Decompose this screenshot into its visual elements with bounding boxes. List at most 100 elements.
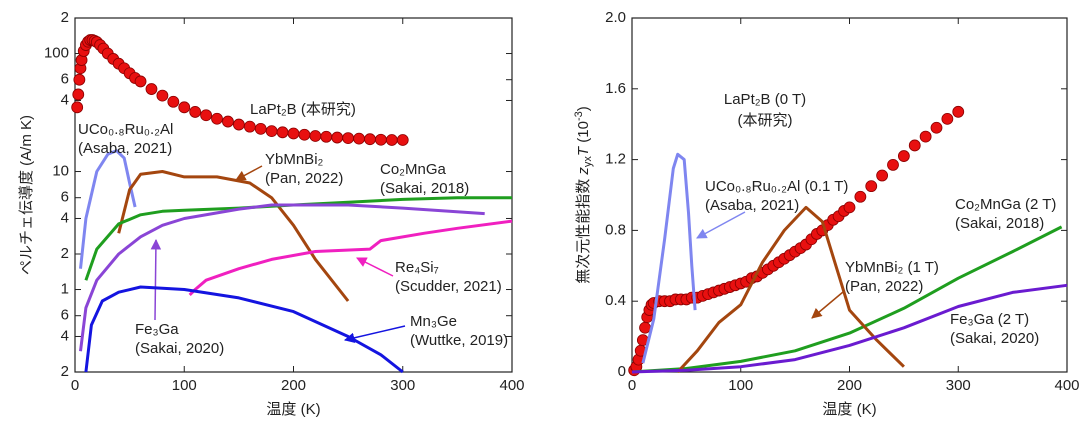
x-axis-label: 温度 (K) bbox=[266, 401, 320, 418]
data-point bbox=[930, 121, 943, 134]
data-point bbox=[908, 139, 921, 152]
data-point bbox=[309, 130, 322, 142]
data-point bbox=[843, 201, 856, 214]
data-point bbox=[854, 190, 867, 203]
data-point bbox=[331, 131, 344, 144]
y-tick-label: 4 bbox=[61, 209, 69, 226]
y-tick-label: 0 bbox=[618, 363, 626, 380]
y-tick-label: 4 bbox=[61, 327, 69, 344]
series-line bbox=[188, 219, 513, 296]
data-point bbox=[232, 118, 245, 131]
x-tick-label: 0 bbox=[628, 377, 636, 394]
data-point bbox=[320, 130, 333, 143]
series-source: (Sakai, 2018) bbox=[955, 215, 1044, 232]
x-tick-label: 100 bbox=[172, 377, 197, 394]
y-axis-label-part: (10 bbox=[575, 121, 592, 147]
series-label: Re₄Si₇ bbox=[395, 259, 439, 276]
series-line bbox=[84, 196, 512, 281]
annotation-arrow bbox=[696, 211, 746, 239]
series-label: YbMnBi₂ bbox=[265, 151, 324, 168]
x-tick-label: 400 bbox=[499, 377, 524, 394]
y-tick-label: 10 bbox=[52, 162, 69, 179]
y-axis-label: ペルチェ伝導度 (A/m K) bbox=[18, 115, 35, 275]
plot: 0 100 200 300 400 2 4 6 1 2 4 6 10 4 6 100 2 温度 (K) ペルチェ伝導… bbox=[18, 9, 525, 418]
series-label: UCo₀.₈Ru₀.₂Al (0.1 T) bbox=[705, 178, 848, 195]
y-tick-label: 100 bbox=[44, 44, 69, 61]
series-label: UCo₀.₈Ru₀.₂Al bbox=[78, 121, 173, 138]
annotation-arrow bbox=[235, 165, 263, 181]
series-line bbox=[79, 149, 137, 269]
y-tick-label: 1.6 bbox=[605, 80, 626, 97]
data-point bbox=[887, 159, 899, 171]
data-point bbox=[919, 130, 932, 143]
series-source: (Scudder, 2021) bbox=[395, 278, 502, 295]
data-point bbox=[72, 88, 85, 101]
data-point bbox=[200, 109, 213, 122]
y-axis-label: 無次元性能指数 zyxT (10-3) bbox=[573, 106, 594, 283]
y-axis-label-part: ) bbox=[575, 106, 592, 111]
series-line bbox=[117, 170, 350, 302]
series-source: (Asaba, 2021) bbox=[78, 140, 172, 157]
series-source: (Sakai, 2020) bbox=[950, 330, 1039, 347]
plot-frame bbox=[631, 17, 1068, 373]
x-tick-label: 300 bbox=[946, 377, 971, 394]
data-point bbox=[876, 169, 889, 182]
series-line bbox=[84, 285, 404, 374]
data-point bbox=[298, 128, 311, 141]
plot: 0 100 200 300 400 0 0.4 0.8 1.2 1.6 2.0 温度 (K) 無次元性能… bbox=[573, 9, 1080, 418]
y-axis-label-part: T bbox=[575, 145, 592, 156]
y-axis-label-part: yx bbox=[582, 156, 594, 168]
data-point bbox=[342, 132, 355, 144]
series-label: LaPt₂B (本研究) bbox=[250, 101, 356, 118]
series-label: LaPt₂B (0 T) bbox=[724, 91, 806, 108]
data-point bbox=[364, 133, 376, 146]
series-label: Mn₃Ge bbox=[410, 313, 457, 330]
y-tick-label: 1.2 bbox=[605, 151, 626, 168]
series-label: YbMnBi₂ (1 T) bbox=[845, 259, 939, 276]
series-line bbox=[641, 152, 697, 364]
x-tick-label: 300 bbox=[390, 377, 415, 394]
data-point bbox=[145, 83, 158, 95]
x-axis-label: 温度 (K) bbox=[822, 401, 876, 418]
series-label: Fe₃Ga (2 T) bbox=[950, 311, 1029, 328]
data-point bbox=[211, 112, 223, 125]
y-tick-label: 0.4 bbox=[605, 292, 626, 309]
data-point bbox=[73, 73, 86, 86]
y-tick-label: 2.0 bbox=[605, 9, 626, 26]
data-point bbox=[374, 133, 387, 146]
data-point bbox=[385, 134, 398, 146]
y-tick-label: 6 bbox=[61, 307, 69, 324]
data-point bbox=[897, 150, 910, 162]
data-point bbox=[396, 134, 409, 146]
data-point bbox=[167, 95, 180, 108]
data-point bbox=[639, 321, 651, 334]
data-point bbox=[353, 132, 365, 145]
x-tick-label: 100 bbox=[728, 377, 753, 394]
data-point bbox=[178, 101, 191, 114]
series-source: (Pan, 2022) bbox=[265, 170, 343, 187]
data-point bbox=[865, 180, 878, 193]
data-point bbox=[287, 127, 300, 140]
data-point bbox=[276, 126, 289, 139]
series-label: Co₂MnGa (2 T) bbox=[955, 196, 1056, 213]
annotation-arrow bbox=[150, 238, 162, 321]
y-tick-label: 4 bbox=[61, 91, 69, 108]
data-point bbox=[952, 105, 965, 118]
y-tick-label: 6 bbox=[61, 71, 69, 88]
series-source: (本研究) bbox=[738, 112, 793, 129]
y-tick-label: 2 bbox=[61, 245, 69, 262]
y-axis-label-part: z bbox=[575, 167, 592, 176]
y-tick-label: 6 bbox=[61, 189, 69, 206]
series-source: (Pan, 2022) bbox=[845, 278, 923, 295]
x-tick-label: 400 bbox=[1054, 377, 1079, 394]
series-line bbox=[676, 205, 905, 374]
y-tick-label: 2 bbox=[61, 363, 69, 380]
y-tick-label: 2 bbox=[61, 9, 69, 26]
data-point bbox=[243, 120, 256, 133]
series-line bbox=[631, 283, 1068, 374]
annotation-arrow bbox=[343, 325, 406, 343]
x-tick-label: 200 bbox=[837, 377, 862, 394]
data-point bbox=[222, 115, 234, 128]
plot-frame bbox=[74, 17, 513, 373]
